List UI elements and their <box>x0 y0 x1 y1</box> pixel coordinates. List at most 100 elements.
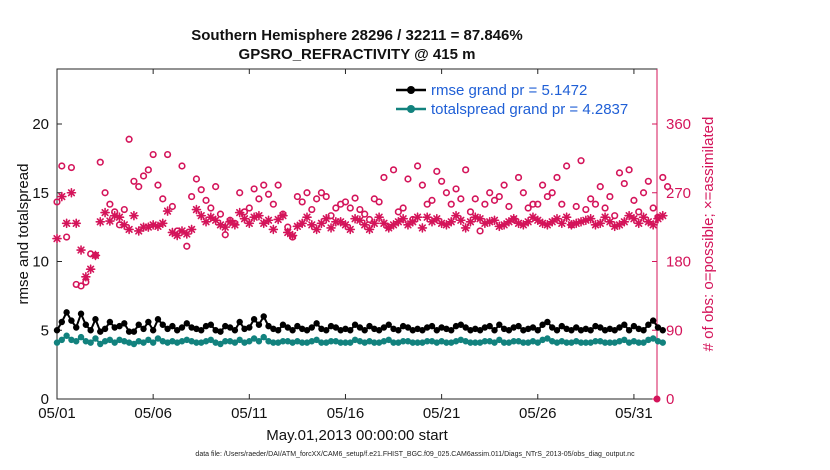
rmse-point <box>476 327 484 334</box>
rmse-point <box>611 327 618 334</box>
rmse-point <box>457 321 465 328</box>
obs-assimilated-point <box>595 218 606 229</box>
totalspread-point <box>236 336 243 344</box>
rmse-point <box>284 324 291 331</box>
obs-assimilated-point <box>119 220 130 230</box>
rmse-point <box>515 322 522 330</box>
rmse-point <box>212 327 219 334</box>
obs-assimilated-point <box>364 224 375 235</box>
totalspread-point <box>73 338 80 345</box>
totalspread-point <box>188 338 195 345</box>
y-right-tick-label: 90 <box>666 322 683 339</box>
rmse-point <box>414 325 421 333</box>
obs-possible-point <box>471 195 479 203</box>
obs-possible-point <box>538 181 547 189</box>
rmse-point <box>53 327 61 334</box>
totalspread-point <box>423 338 431 345</box>
rmse-point <box>77 310 85 317</box>
obs-possible-point <box>341 198 350 206</box>
obs-assimilated-point <box>619 216 630 227</box>
totalspread-point <box>510 338 517 345</box>
obs-possible-point <box>144 166 152 174</box>
totalspread-point <box>390 339 397 346</box>
y-left-tick-label: 15 <box>32 185 49 202</box>
totalspread-point <box>428 338 436 345</box>
rmse-point <box>68 317 75 324</box>
legend-marker <box>407 105 415 113</box>
obs-possible-point <box>216 210 225 218</box>
obs-assimilated-point <box>638 212 649 222</box>
obs-possible-point <box>221 231 229 239</box>
obs-assimilated-point <box>528 212 538 222</box>
obs-possible-point <box>346 204 354 212</box>
obs-possible-point <box>67 163 76 172</box>
totalspread-point <box>371 339 378 346</box>
totalspread-point <box>130 340 138 348</box>
obs-possible-point <box>659 173 667 182</box>
obs-assimilated-point <box>657 210 668 221</box>
rmse-point <box>448 327 455 334</box>
totalspread-point <box>544 335 551 342</box>
obs-possible-point <box>245 204 253 212</box>
obs-possible-point <box>389 166 398 174</box>
obs-possible-point <box>611 212 619 220</box>
totalspread-point <box>611 339 618 346</box>
obs-assimilated-point <box>76 245 86 255</box>
obs-possible-point <box>596 183 604 191</box>
totalspread-point <box>342 339 349 346</box>
obs-assimilated-point <box>369 218 380 229</box>
rmse-point <box>351 321 359 328</box>
rmse-point <box>222 322 229 330</box>
totalspread-point <box>601 339 609 346</box>
obs-possible-point <box>130 177 138 185</box>
totalspread-point <box>520 339 527 346</box>
obs-assimilated-point <box>585 213 596 224</box>
obs-possible-point <box>649 204 657 212</box>
totalspread-point <box>500 339 508 346</box>
rmse-point <box>423 324 431 331</box>
obs-possible-point <box>188 192 196 201</box>
rmse-point <box>169 322 176 330</box>
obs-possible-point <box>418 181 426 189</box>
obs-possible-point <box>264 190 273 198</box>
totalspread-point <box>198 339 205 346</box>
obs-possible-point <box>269 200 277 208</box>
totalspread-point <box>587 339 594 346</box>
obs-assimilated-point <box>66 187 77 198</box>
totalspread-point <box>625 339 633 346</box>
obs-possible-point <box>553 173 561 182</box>
rmse-point <box>659 327 666 334</box>
y-left-tick-label: 10 <box>32 254 49 271</box>
totalspread-point <box>476 339 484 346</box>
rmse-point <box>298 325 306 333</box>
obs-possible-point <box>361 210 369 218</box>
x-tick-label: 05/11 <box>231 405 267 422</box>
totalspread-point <box>472 339 479 346</box>
legend-entry: totalspread grand pr = 4.2837 <box>431 101 628 118</box>
obs-possible-point <box>168 202 176 211</box>
obs-possible-point <box>298 198 306 206</box>
rmse-point <box>111 324 118 331</box>
totalspread-point <box>265 338 272 345</box>
obs-possible-point <box>139 172 148 180</box>
obs-assimilated-point <box>90 250 101 261</box>
obs-possible-point <box>486 189 494 197</box>
totalspread-point <box>659 339 666 346</box>
obs-possible-point <box>394 208 402 216</box>
obs-possible-point <box>356 205 364 214</box>
totalspread-point <box>380 338 388 345</box>
obs-assimilated-point <box>157 218 168 229</box>
totalspread-point <box>443 339 450 346</box>
totalspread-point <box>149 339 157 346</box>
obs-possible-point <box>77 282 85 290</box>
rmse-point <box>558 322 566 330</box>
rmse-point <box>149 327 157 334</box>
totalspread-point <box>452 338 460 345</box>
rmse-point <box>87 327 94 334</box>
totalspread-point <box>53 339 61 346</box>
rmse-point <box>145 318 152 326</box>
rmse-point <box>231 327 239 334</box>
rmse-point <box>409 327 416 334</box>
totalspread-point <box>159 338 166 345</box>
rmse-point <box>294 322 301 330</box>
